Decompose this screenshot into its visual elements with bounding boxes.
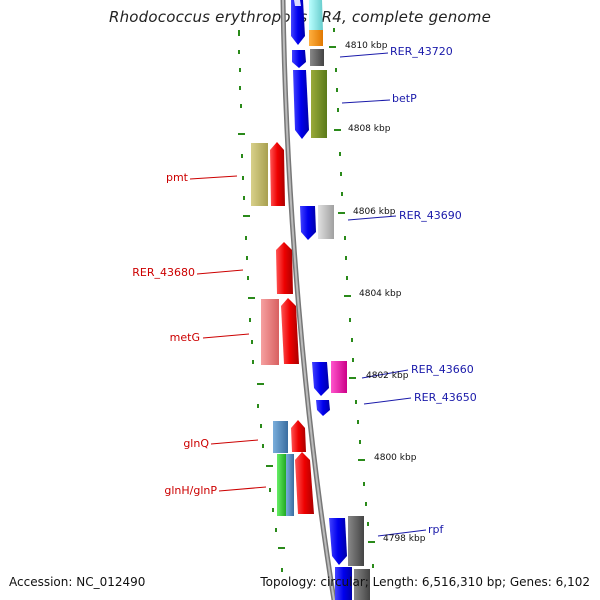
gene-arrow	[329, 518, 347, 565]
gene-arrow	[312, 362, 329, 396]
kbp-label: 4802 kbp	[366, 371, 409, 381]
gene-arrow	[316, 400, 330, 416]
gene-block	[348, 516, 364, 566]
gene-label-betp[interactable]: betP	[392, 92, 417, 105]
genome-summary-text: Topology: circular; Length: 6,516,310 bp…	[260, 575, 590, 589]
right-dotted-guide	[329, 28, 375, 568]
gene-label-rer-43650[interactable]: RER_43650	[414, 391, 477, 404]
gene-block	[261, 299, 279, 365]
kbp-label: 4806 kbp	[353, 207, 396, 217]
kbp-label: 4804 kbp	[359, 289, 402, 299]
gene-block	[310, 49, 324, 66]
accession-text: Accession: NC_012490	[9, 575, 146, 589]
gene-block	[354, 569, 370, 600]
gene-label-rer-43660[interactable]: RER_43660	[411, 363, 474, 376]
gene-label-pmt[interactable]: pmt	[165, 171, 188, 184]
gene-arrow	[293, 70, 309, 139]
gene-block	[277, 454, 286, 516]
gene-arrow	[295, 452, 314, 514]
kbp-label: 4810 kbp	[345, 41, 388, 51]
gene-arrow	[300, 206, 316, 240]
gene-block	[273, 421, 288, 453]
gene-block	[318, 205, 334, 239]
kbp-label: 4808 kbp	[348, 124, 391, 134]
gene-arrow	[292, 50, 306, 68]
gene-arrow	[281, 298, 299, 364]
gene-arrow	[309, 0, 323, 46]
gene-label-metg[interactable]: metG	[169, 331, 200, 344]
gene-block	[286, 454, 294, 516]
gene-arrow	[291, 420, 306, 452]
gene-block	[335, 567, 352, 600]
left-dotted-guide	[238, 30, 285, 572]
gene-block	[251, 143, 268, 206]
gene-label-rer-43680[interactable]: RER_43680	[132, 266, 195, 279]
gene-block	[331, 361, 347, 393]
left-callout-lines	[189, 175, 267, 492]
right-callout-lines	[339, 52, 427, 537]
gene-label-rer-43690[interactable]: RER_43690	[399, 209, 462, 222]
gene-arrow	[291, 0, 305, 45]
gene-arrow	[276, 242, 293, 294]
gene-label-glnh-glnp[interactable]: glnH/glnP	[164, 484, 217, 497]
gene-label-rer-43720[interactable]: RER_43720	[390, 45, 453, 58]
gene-arrow	[270, 142, 285, 206]
kbp-label: 4800 kbp	[374, 453, 417, 463]
gene-label-glnq[interactable]: glnQ	[183, 437, 209, 450]
kbp-label: 4798 kbp	[383, 534, 426, 544]
gene-block	[311, 70, 327, 138]
gene-label-rpf[interactable]: rpf	[428, 523, 444, 536]
